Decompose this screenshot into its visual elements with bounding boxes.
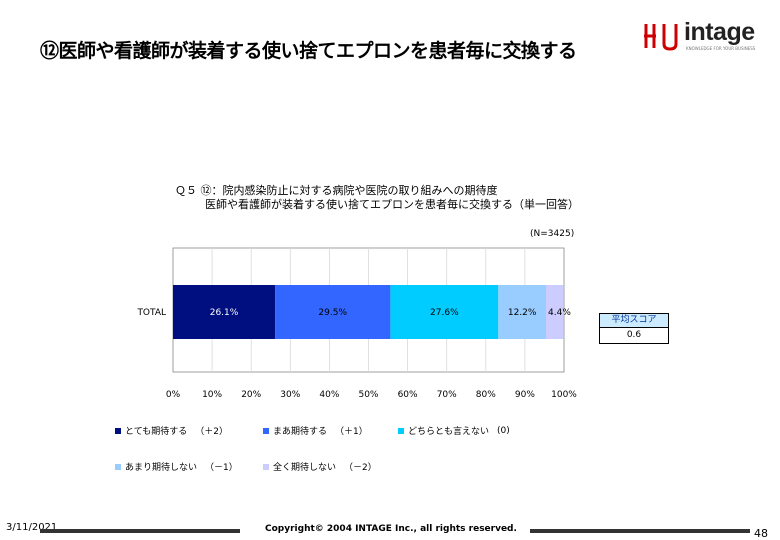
x-tick-label: 40% [319, 390, 339, 400]
footer-copyright: Copyright© 2004 INTAGE Inc., all rights … [265, 524, 517, 534]
bar-segment [498, 285, 547, 339]
bar-segment [546, 285, 564, 339]
category-label: TOTAL [136, 308, 166, 318]
x-tick-label: 60% [398, 390, 418, 400]
chart-legend: とても期待する （＋2） まあ期待する （＋1） どちらとも言えない (0) あまり期待しな… [115, 424, 555, 476]
sample-size: (N=3425) [530, 229, 575, 239]
legend-score: (0) [497, 425, 510, 436]
x-tick-label: 90% [515, 390, 535, 400]
legend-item: 全く期待しない （－2） [263, 460, 377, 473]
bar-segment [390, 285, 499, 339]
data-label: 27.6% [430, 308, 459, 318]
legend-swatch [115, 427, 121, 434]
data-label: 12.2% [508, 308, 537, 318]
x-tick-label: 70% [437, 390, 457, 400]
x-tick-label: 10% [202, 390, 222, 400]
footer-date: 3/11/2021 [6, 522, 58, 533]
average-score-value: 0.6 [626, 330, 642, 340]
legend-swatch [398, 427, 404, 434]
data-label: 4.4% [548, 308, 571, 318]
legend-score: （＋1） [335, 427, 368, 437]
intage-logo: intage KNOWLEDGE FOR YOUR BUSINESS [640, 14, 770, 54]
slide-title: ⑫医師や看護師が装着する使い捨てエプロンを患者毎に交換する [40, 40, 577, 62]
legend-item: まあ期待する （＋1） [263, 424, 368, 437]
legend-score: （－2） [344, 463, 377, 473]
chart-title-line-1: Ｑ５ ⑫：院内感染防止に対する病院や医院の取り組みへの期待度 [175, 184, 498, 197]
average-score-box: 平均スコア 0.6 [599, 313, 669, 344]
legend-label: どちらとも言えない [408, 427, 490, 437]
x-tick-label: 20% [241, 390, 261, 400]
bar-segment [173, 285, 276, 339]
footer-rule-right [530, 529, 750, 533]
data-label: 26.1% [210, 308, 239, 318]
intage-logo-mark-icon [644, 24, 678, 51]
legend-swatch [263, 463, 269, 470]
data-label: 29.5% [318, 308, 347, 318]
legend-item: とても期待する （＋2） [115, 424, 228, 437]
x-tick-label: 100% [551, 390, 577, 400]
legend-label: あまり期待しない [125, 463, 198, 473]
legend-score: （－1） [205, 463, 238, 473]
intage-logo-text: intage [684, 18, 755, 46]
x-tick-label: 30% [280, 390, 300, 400]
legend-swatch [263, 427, 269, 434]
chart-title-line-2: 医師や看護師が装着する使い捨てエプロンを患者毎に交換する（単一回答） [205, 198, 579, 211]
legend-label: とても期待する [125, 427, 188, 437]
page-number: 48 [754, 527, 768, 540]
x-tick-label: 0% [166, 390, 181, 400]
legend-item: どちらとも言えない (0) [398, 424, 510, 437]
legend-label: まあ期待する [273, 427, 328, 437]
x-tick-label: 50% [358, 390, 378, 400]
legend-label: 全く期待しない [273, 463, 337, 473]
legend-score: （＋2） [195, 427, 229, 437]
footer-rule-left [40, 529, 240, 533]
chart-title: Ｑ５ ⑫：院内感染防止に対する病院や医院の取り組みへの期待度 医師や看護師が装着… [175, 184, 579, 212]
average-score-label: 平均スコア [600, 314, 668, 328]
x-tick-label: 80% [476, 390, 496, 400]
intage-logo-tagline: KNOWLEDGE FOR YOUR BUSINESS [686, 46, 756, 51]
bar-segment [275, 285, 391, 339]
legend-item: あまり期待しない （－1） [115, 460, 238, 473]
legend-swatch [115, 463, 121, 470]
